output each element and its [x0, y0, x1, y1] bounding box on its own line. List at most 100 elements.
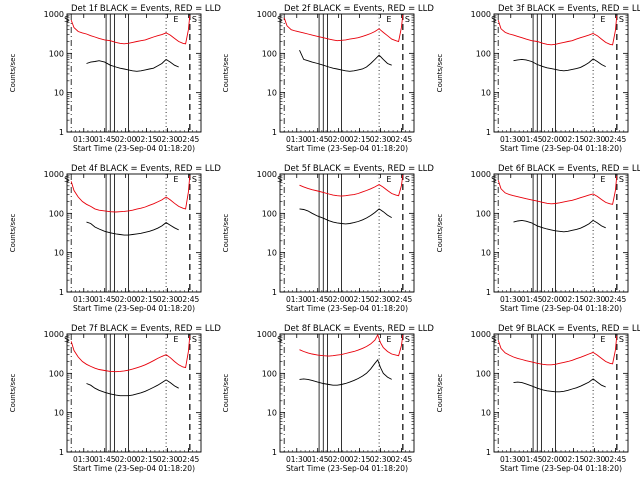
- lld-series-line: [283, 14, 404, 43]
- x-tick-label: 01:45: [94, 135, 116, 144]
- panel-title: Det 3f BLACK = Events, RED = LLD: [498, 4, 640, 14]
- y-tick-label: 10: [54, 89, 64, 98]
- x-tick-label: 02:45: [391, 135, 413, 144]
- events-series-line: [513, 58, 606, 72]
- y-tick-label: 100: [49, 49, 64, 58]
- y-tick-label: 1: [486, 128, 491, 137]
- x-axis-label: Start Time (23-Sep-04 01:18:20): [286, 144, 408, 153]
- x-tick-label: 02:00: [115, 295, 137, 304]
- y-tick-label: 1: [59, 128, 64, 137]
- detector-panel-1: Det 1f BLACK = Events, RED = LLD Counts/s…: [9, 4, 221, 153]
- y-tick-label: 100: [262, 49, 277, 58]
- detector-panel-6: Det 6f BLACK = Events, RED = LLD Counts/s…: [436, 164, 640, 313]
- x-tick-label: 01:45: [94, 295, 116, 304]
- y-tick-label: 100: [476, 49, 491, 58]
- x-tick-label: 02:00: [328, 455, 350, 464]
- detector-panel-2: Det 2f BLACK = Events, RED = LLD Counts/s…: [222, 4, 434, 153]
- plot-frame: [279, 333, 415, 453]
- x-tick-label: 02:45: [178, 455, 200, 464]
- plot-frame: [493, 13, 629, 133]
- x-tick-label: 02:00: [328, 295, 350, 304]
- panel-title: Det 7f BLACK = Events, RED = LLD: [71, 324, 221, 334]
- detector-panel-4: Det 4f BLACK = Events, RED = LLD Counts/s…: [9, 164, 221, 313]
- y-tick-label: 1000: [471, 330, 491, 339]
- saa-marker-label: S: [619, 335, 624, 344]
- panel-title: Det 6f BLACK = Events, RED = LLD: [498, 164, 640, 174]
- lld-series-line: [299, 334, 404, 357]
- plot-frame: [279, 13, 415, 133]
- x-tick-label: 01:30: [73, 295, 95, 304]
- x-tick-label: 02:15: [349, 295, 371, 304]
- x-axis-label: Start Time (23-Sep-04 01:18:20): [286, 464, 408, 473]
- lld-series-line: [497, 15, 618, 46]
- x-axis-label: Start Time (23-Sep-04 01:18:20): [73, 144, 195, 153]
- plot-frame: [66, 13, 202, 133]
- y-axis-label: Counts/sec: [9, 54, 17, 93]
- x-axis-label: Start Time (23-Sep-04 01:18:20): [500, 304, 622, 313]
- y-tick-label: 1: [272, 128, 277, 137]
- y-tick-label: 1: [59, 288, 64, 297]
- x-tick-label: 02:00: [115, 455, 137, 464]
- panel-title: Det 1f BLACK = Events, RED = LLD: [71, 4, 221, 14]
- x-tick-label: 01:45: [521, 295, 543, 304]
- lld-series-line: [70, 175, 191, 213]
- x-tick-label: 02:30: [584, 295, 606, 304]
- y-tick-label: 1: [272, 448, 277, 457]
- saa-marker-label: S: [619, 15, 624, 24]
- plot-frame: [66, 173, 202, 293]
- y-tick-label: 1000: [471, 10, 491, 19]
- lld-series-line: [70, 15, 191, 45]
- y-tick-label: 100: [476, 369, 491, 378]
- x-tick-label: 02:45: [605, 135, 627, 144]
- y-axis-label: Counts/sec: [222, 54, 230, 93]
- end-marker-label: E: [386, 15, 391, 24]
- y-axis-label: Counts/sec: [222, 374, 230, 413]
- lld-series-line: [497, 335, 618, 366]
- x-tick-label: 02:15: [349, 135, 371, 144]
- end-marker-label: E: [173, 335, 178, 344]
- y-axis-label: Counts/sec: [436, 374, 444, 413]
- x-tick-label: 01:45: [307, 295, 329, 304]
- y-tick-label: 100: [262, 209, 277, 218]
- x-tick-label: 01:30: [73, 455, 95, 464]
- y-tick-label: 10: [267, 89, 277, 98]
- events-series-line: [86, 221, 179, 236]
- end-marker-label: E: [386, 175, 391, 184]
- y-tick-label: 10: [481, 89, 491, 98]
- y-tick-label: 1: [59, 448, 64, 457]
- x-tick-label: 02:00: [542, 295, 564, 304]
- y-tick-label: 1: [486, 448, 491, 457]
- y-tick-label: 10: [481, 409, 491, 418]
- x-axis-label: Start Time (23-Sep-04 01:18:20): [73, 304, 195, 313]
- x-tick-label: 01:45: [521, 135, 543, 144]
- detector-panel-8: Det 8f BLACK = Events, RED = LLD Counts/s…: [222, 324, 434, 473]
- y-tick-label: 1000: [257, 170, 277, 179]
- x-axis-label: Start Time (23-Sep-04 01:18:20): [500, 464, 622, 473]
- x-tick-label: 01:30: [500, 295, 522, 304]
- saa-marker-label: S: [192, 15, 197, 24]
- x-tick-label: 02:00: [115, 135, 137, 144]
- lld-series-line: [497, 175, 618, 205]
- end-marker-label: E: [173, 175, 178, 184]
- x-tick-label: 02:15: [136, 135, 158, 144]
- detector-panel-5: Det 5f BLACK = Events, RED = LLD Counts/s…: [222, 164, 434, 313]
- x-tick-label: 02:15: [136, 295, 158, 304]
- end-marker-label: E: [173, 15, 178, 24]
- x-tick-label: 02:30: [370, 295, 392, 304]
- y-axis-label: Counts/sec: [436, 54, 444, 93]
- x-tick-label: 02:30: [157, 135, 179, 144]
- x-tick-label: 01:45: [307, 455, 329, 464]
- x-tick-label: 02:15: [136, 455, 158, 464]
- detector-panel-9: Det 9f BLACK = Events, RED = LLD Counts/s…: [436, 324, 640, 473]
- x-tick-label: 02:30: [157, 455, 179, 464]
- events-series-line: [513, 219, 606, 233]
- plot-frame: [66, 333, 202, 453]
- x-axis-label: Start Time (23-Sep-04 01:18:20): [500, 144, 622, 153]
- x-tick-label: 02:45: [605, 455, 627, 464]
- end-marker-label: E: [600, 15, 605, 24]
- y-tick-label: 1000: [44, 330, 64, 339]
- y-axis-label: Counts/sec: [222, 214, 230, 253]
- x-tick-label: 02:45: [391, 295, 413, 304]
- x-tick-label: 01:45: [94, 455, 116, 464]
